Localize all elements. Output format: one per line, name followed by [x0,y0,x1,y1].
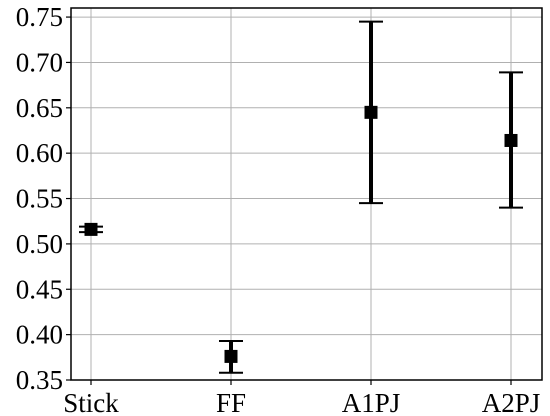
y-axis: 0.35 0.40 0.45 0.50 0.55 0.60 0.65 0.70 0.75 [16,2,71,395]
x-tick-label: FF [216,388,246,416]
y-tick-label: 0.35 [16,365,63,395]
y-tick-label: 0.70 [16,47,63,77]
data-point-a2pj [504,133,518,147]
y-tick-label: 0.40 [16,320,63,350]
y-tick-label: 0.75 [16,2,63,32]
x-tick-label: A2PJ [482,388,541,416]
data-point-ff [224,349,238,363]
data-series [79,20,523,374]
y-tick-label: 0.50 [16,229,63,259]
x-tick-label: A1PJ [342,388,401,416]
y-tick-label: 0.60 [16,138,63,168]
grid-lines [71,8,542,381]
y-tick-label: 0.65 [16,93,63,123]
data-point-stick [84,222,98,236]
x-tick-label: Stick [63,388,119,416]
y-tick-label: 0.45 [16,274,63,304]
data-point-a1pj [364,105,378,119]
plot-frame [70,7,543,381]
x-axis: Stick FF A1PJ A2PJ [63,380,540,416]
y-tick-label: 0.55 [16,184,63,214]
